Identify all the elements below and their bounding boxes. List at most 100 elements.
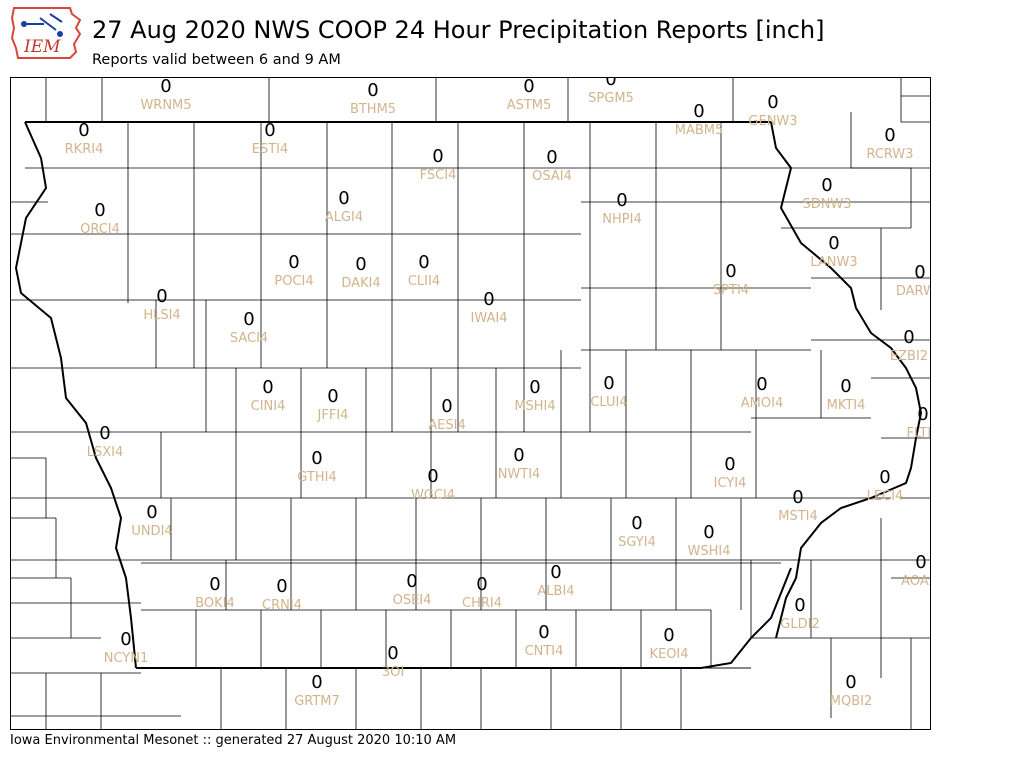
station-id-label: GRTM7 [294, 694, 340, 709]
station-id-label: GLDI2 [780, 617, 819, 632]
station-id-label: CLII4 [408, 274, 440, 289]
station-value: 0 [915, 552, 926, 573]
station-id-label: NWTI4 [498, 467, 541, 482]
station-value: 0 [209, 574, 220, 595]
station-id-label: FLTI2 [907, 426, 931, 441]
station-id-label: AMOI4 [741, 396, 783, 411]
station-value: 0 [78, 120, 89, 141]
station-value: 0 [427, 466, 438, 487]
precip-map: 0 WRNM5 0 BTHM5 0 ASTM5 0 SPGM5 0 MABM5 0 GENW3 0 RKR… [10, 77, 931, 730]
station-value: 0 [917, 404, 928, 425]
mississippi-river [770, 121, 923, 639]
station-value: 0 [884, 125, 895, 146]
station-value: 0 [243, 309, 254, 330]
station-id-label: LECI4 [867, 489, 904, 504]
station-value: 0 [631, 513, 642, 534]
station-id-label: EZBI2 [890, 349, 928, 364]
station-flti2: 0FLTI2 [907, 404, 931, 441]
station-value: 0 [663, 625, 674, 646]
station-layer: 0WRNM50BTHM50ASTM50SPGM50MABM50GENW30RKR… [65, 78, 931, 709]
station-id-label: HLSI4 [143, 308, 180, 323]
station-value: 0 [311, 448, 322, 469]
station-value: 0 [99, 423, 110, 444]
station-id-label: NCYN1 [104, 651, 149, 666]
station-value: 0 [840, 376, 851, 397]
station-value: 0 [693, 101, 704, 122]
station-value: 0 [616, 190, 627, 211]
station-id-label: SPTI4 [713, 283, 749, 298]
map-canvas: 0WRNM50BTHM50ASTM50SPGM50MABM50GENW30RKR… [11, 78, 931, 729]
station-id-label: ALGI4 [325, 210, 363, 225]
station-id-label: 3OI [382, 665, 404, 680]
station-value: 0 [914, 262, 925, 283]
station-value: 0 [529, 377, 540, 398]
station-value: 0 [418, 252, 429, 273]
station-id-label: MSTI4 [778, 509, 818, 524]
station-id-label: NHPI4 [602, 212, 641, 227]
station-id-label: POCI4 [274, 274, 313, 289]
county-lines [11, 78, 930, 729]
station-id-label: GENW3 [748, 114, 797, 129]
station-id-label: MKTI4 [827, 398, 866, 413]
station-aoai2: 0AOAI2 [901, 552, 931, 589]
station-value: 0 [605, 78, 616, 90]
station-value: 0 [311, 672, 322, 693]
station-value: 0 [264, 120, 275, 141]
station-id-label: AOAI2 [901, 574, 931, 589]
station-id-label: MQBI2 [830, 694, 872, 709]
station-value: 0 [767, 92, 778, 113]
station-id-label: CRNI4 [262, 598, 302, 613]
station-id-label: SPGM5 [588, 91, 634, 106]
station-value: 0 [828, 233, 839, 254]
station-value: 0 [338, 188, 349, 209]
station-value: 0 [156, 286, 167, 307]
station-id-label: CINI4 [251, 399, 286, 414]
station-id-label: OSAI4 [532, 169, 572, 184]
station-value: 0 [546, 147, 557, 168]
station-value: 0 [406, 571, 417, 592]
missouri-river [14, 121, 137, 669]
station-id-label: RKRI4 [65, 142, 104, 157]
state-borders [14, 121, 923, 669]
station-id-label: ALBI4 [537, 584, 574, 599]
station-id-label: ICYI4 [714, 476, 747, 491]
station-id-label: GTHI4 [297, 470, 336, 485]
station-value: 0 [355, 254, 366, 275]
station-value: 0 [538, 622, 549, 643]
station-value: 0 [476, 574, 487, 595]
station-id-label: OSEI4 [393, 593, 432, 608]
station-value: 0 [432, 146, 443, 167]
station-id-label: WSHI4 [688, 544, 731, 559]
station-value: 0 [146, 502, 157, 523]
station-value: 0 [724, 454, 735, 475]
